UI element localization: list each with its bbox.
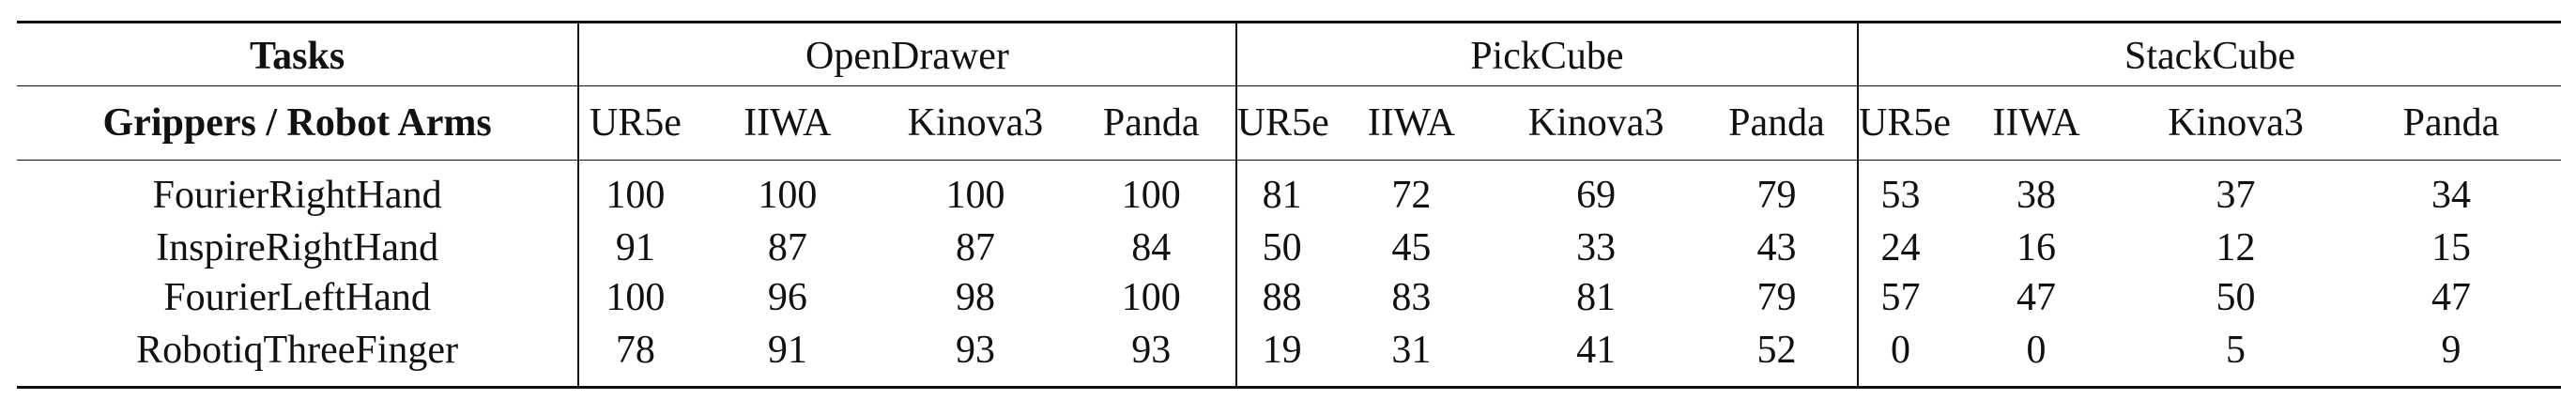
table-cell: 98 (955, 275, 995, 319)
table-cell: 50 (1234, 223, 1327, 272)
arm-header: Panda (1102, 101, 1200, 145)
table-cell: 93 (955, 329, 995, 372)
table-cell: 69 (1576, 174, 1617, 217)
arm-header: Kinova3 (1527, 101, 1664, 145)
table-cell: 41 (1576, 329, 1617, 372)
table-cell: 53 (1857, 160, 1942, 223)
table-row: RobotiqThreeFinger 78 91 93 93 19 31 41 … (17, 322, 2561, 388)
arm-header: UR5e (577, 85, 692, 161)
table-cell: 38 (2016, 174, 2057, 217)
table-cell: 0 (1857, 322, 1942, 388)
table-cell: 37 (2216, 174, 2256, 217)
table-cell: 47 (2016, 275, 2057, 319)
arm-header: Kinova3 (907, 101, 1044, 145)
table-cell: 34 (2430, 174, 2471, 217)
table-cell: 87 (955, 225, 995, 269)
table-cell: 19 (1234, 322, 1327, 388)
table-cell: 43 (1756, 225, 1797, 269)
arm-header: IIWA (1992, 101, 2080, 145)
table-cell: 100 (945, 174, 1005, 217)
table-cell: 24 (1857, 223, 1942, 272)
arm-header: UR5e (1857, 85, 1951, 161)
table-cell: 33 (1576, 225, 1617, 269)
tasks-header: Tasks (249, 35, 345, 78)
arm-header: Panda (2402, 101, 2500, 145)
table-cell: 0 (2026, 329, 2047, 372)
table-cell: 100 (1121, 174, 1181, 217)
table-cell: 9 (2441, 329, 2461, 372)
task-group-pickcube: PickCube (1234, 22, 1858, 86)
table-cell: 83 (1391, 275, 1432, 319)
gripper-name: RobotiqThreeFinger (136, 329, 459, 372)
table-cell: 96 (767, 275, 807, 319)
arm-header: Panda (1728, 101, 1825, 145)
table-cell: 79 (1756, 174, 1797, 217)
results-table: Tasks OpenDrawer PickCube StackCube Grip… (17, 21, 2561, 389)
arm-header-row: Grippers / Robot Arms UR5e IIWA Kinova3 … (17, 85, 2561, 161)
table-cell: 81 (1576, 275, 1617, 319)
task-group-opendrawer: OpenDrawer (577, 22, 1236, 86)
arm-header: Kinova3 (2168, 101, 2304, 145)
table-cell: 31 (1391, 329, 1432, 372)
table-cell: 93 (1131, 329, 1172, 372)
table-cell: 88 (1234, 272, 1327, 322)
table-cell: 50 (2216, 275, 2256, 319)
table-cell: 84 (1131, 225, 1172, 269)
table-cell: 12 (2216, 225, 2256, 269)
table-cell: 100 (577, 272, 692, 322)
table-cell: 47 (2430, 275, 2471, 319)
table-cell: 100 (1121, 275, 1181, 319)
table-cell: 45 (1391, 225, 1432, 269)
table-row: FourierLeftHand 100 96 98 100 88 83 81 7… (17, 272, 2561, 322)
gripper-name: InspireRightHand (156, 225, 439, 269)
table-cell: 52 (1756, 329, 1797, 372)
table-cell: 16 (2016, 225, 2057, 269)
table-row: InspireRightHand 91 87 87 84 50 45 33 43… (17, 223, 2561, 272)
table-cell: 91 (577, 223, 692, 272)
table-cell: 15 (2430, 225, 2471, 269)
arm-header: IIWA (1367, 101, 1455, 145)
task-header-row: Tasks OpenDrawer PickCube StackCube (17, 22, 2561, 86)
table-cell: 79 (1756, 275, 1797, 319)
table-cell: 57 (1857, 272, 1942, 322)
table-cell: 5 (2226, 329, 2246, 372)
arm-header: UR5e (1234, 85, 1329, 161)
table-cell: 100 (577, 160, 692, 223)
table-cell: 91 (767, 329, 807, 372)
table-cell: 81 (1234, 160, 1327, 223)
table-cell: 72 (1391, 174, 1432, 217)
table-cell: 78 (577, 322, 692, 388)
gripper-name: FourierLeftHand (163, 275, 431, 319)
table-row: FourierRightHand 100 100 100 100 81 72 6… (17, 160, 2561, 223)
grippers-robot-arms-header: Grippers / Robot Arms (102, 101, 492, 145)
arm-header: IIWA (744, 101, 832, 145)
table-cell: 87 (767, 225, 807, 269)
task-group-stackcube: StackCube (1857, 22, 2561, 86)
table-cell: 100 (758, 174, 818, 217)
gripper-name: FourierRightHand (152, 174, 442, 217)
